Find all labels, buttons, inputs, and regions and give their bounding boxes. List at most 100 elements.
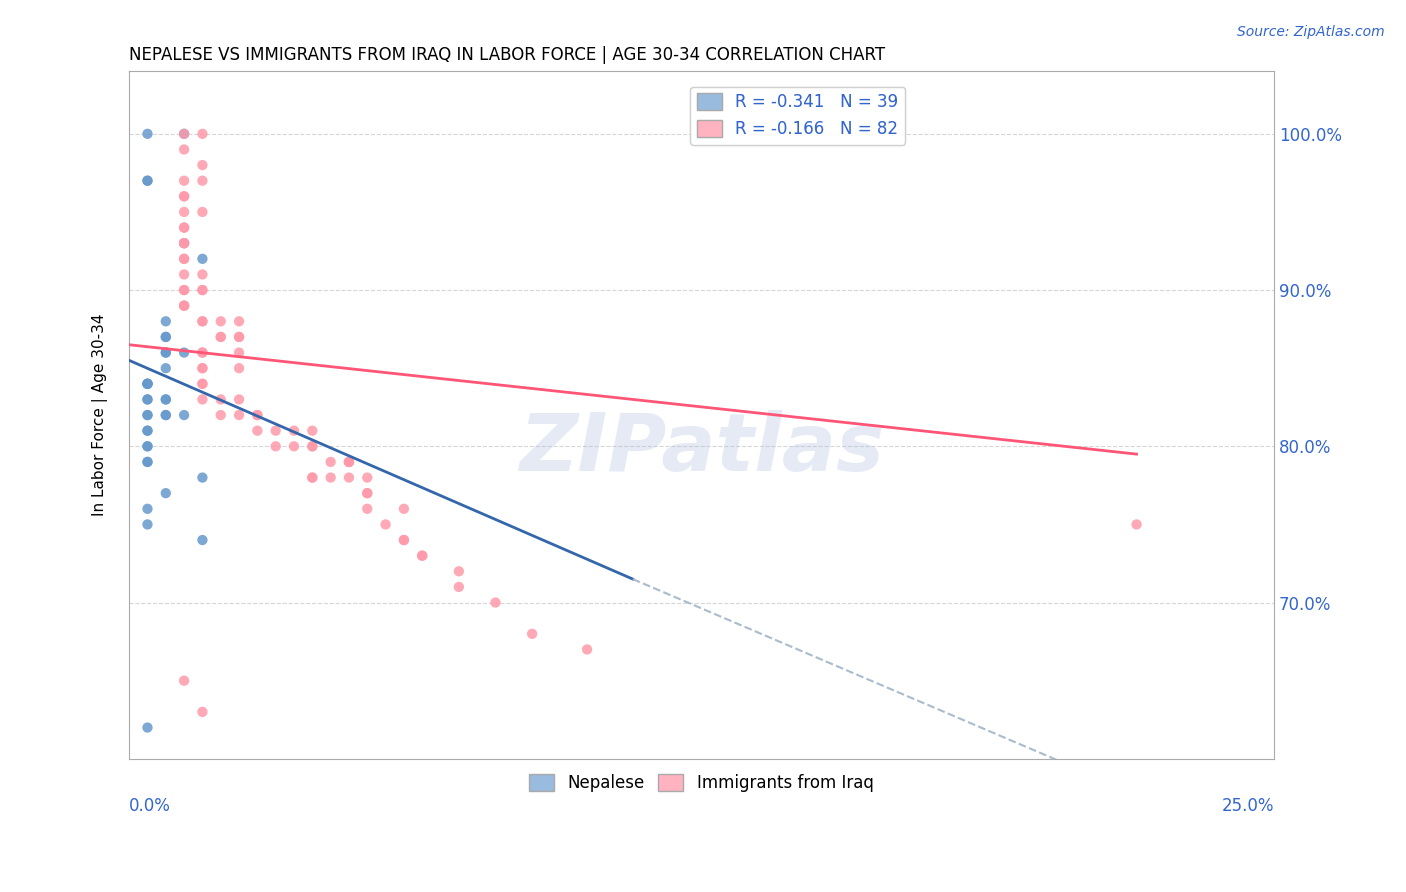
Point [155,330,177,344]
Point [301,424,323,438]
Point [337,455,360,469]
Point [484,595,506,609]
Point [191,127,214,141]
Point [191,345,214,359]
Point [374,517,396,532]
Point [136,517,159,532]
Point [228,330,250,344]
Point [173,408,195,422]
Point [136,455,159,469]
Point [173,127,195,141]
Point [191,533,214,547]
Point [136,174,159,188]
Point [356,501,378,516]
Point [136,376,159,391]
Point [191,283,214,297]
Point [228,314,250,328]
Point [173,174,195,188]
Point [301,470,323,484]
Point [173,299,195,313]
Point [191,376,214,391]
Text: Source: ZipAtlas.com: Source: ZipAtlas.com [1237,25,1385,39]
Point [155,392,177,407]
Legend: R = -0.341   N = 39, R = -0.166   N = 82: R = -0.341 N = 39, R = -0.166 N = 82 [690,87,905,145]
Point [246,408,269,422]
Point [301,439,323,453]
Point [155,361,177,376]
Point [356,486,378,500]
Point [301,439,323,453]
Point [191,174,214,188]
Point [209,314,232,328]
Y-axis label: In Labor Force | Age 30-34: In Labor Force | Age 30-34 [93,314,108,516]
Text: ZIPatlas: ZIPatlas [519,410,884,489]
Point [155,408,177,422]
Point [191,314,214,328]
Point [191,361,214,376]
Point [173,283,195,297]
Point [173,236,195,251]
Text: NEPALESE VS IMMIGRANTS FROM IRAQ IN LABOR FORCE | AGE 30-34 CORRELATION CHART: NEPALESE VS IMMIGRANTS FROM IRAQ IN LABO… [129,46,886,64]
Point [191,361,214,376]
Point [228,392,250,407]
Point [136,127,159,141]
Point [173,299,195,313]
Text: 25.0%: 25.0% [1222,797,1274,814]
Point [155,408,177,422]
Point [392,501,415,516]
Point [136,376,159,391]
Point [155,345,177,359]
Point [136,392,159,407]
Point [173,252,195,266]
Point [173,127,195,141]
Point [173,189,195,203]
Point [356,486,378,500]
Point [136,174,159,188]
Point [191,158,214,172]
Point [136,439,159,453]
Point [283,439,305,453]
Point [191,345,214,359]
Point [173,205,195,219]
Point [136,376,159,391]
Point [337,455,360,469]
Point [209,330,232,344]
Point [155,486,177,500]
Point [246,424,269,438]
Text: 0.0%: 0.0% [129,797,172,814]
Point [173,143,195,157]
Point [155,330,177,344]
Point [136,392,159,407]
Point [173,189,195,203]
Point [155,314,177,328]
Point [136,424,159,438]
Point [264,424,287,438]
Point [209,408,232,422]
Point [136,424,159,438]
Point [621,846,644,860]
Point [155,392,177,407]
Point [264,439,287,453]
Point [136,721,159,735]
Point [228,408,250,422]
Point [337,455,360,469]
Point [136,501,159,516]
Point [191,376,214,391]
Point [191,470,214,484]
Point [173,299,195,313]
Point [1125,517,1147,532]
Point [155,345,177,359]
Point [411,549,433,563]
Point [392,533,415,547]
Point [173,220,195,235]
Point [173,236,195,251]
Point [136,455,159,469]
Point [173,252,195,266]
Point [520,627,543,641]
Point [191,205,214,219]
Point [136,439,159,453]
Point [319,470,342,484]
Point [136,376,159,391]
Point [209,392,232,407]
Point [191,314,214,328]
